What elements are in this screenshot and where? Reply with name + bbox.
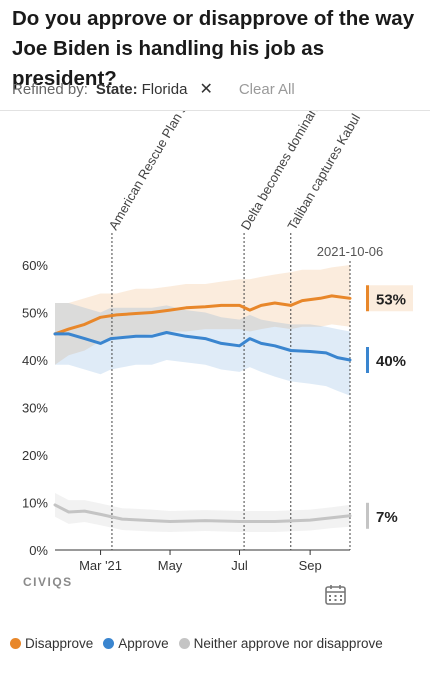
end-value-bar	[366, 502, 369, 529]
y-tick-label: 30%	[22, 401, 48, 416]
refined-by-label: Refined by:	[12, 80, 88, 98]
filter-bar: Refined by: State: Florida ✕ Clear All	[12, 78, 295, 100]
confidence-band-approve	[55, 303, 350, 396]
y-tick-label: 60%	[22, 258, 48, 273]
legend-label-neither: Neither approve nor disapprove	[193, 636, 383, 651]
x-tick-label: Sep	[299, 558, 322, 573]
calendar-day	[334, 599, 337, 601]
end-value-bar	[366, 285, 369, 312]
end-value-label: 40%	[376, 353, 406, 370]
y-tick-label: 0%	[29, 543, 48, 558]
confidence-band-disapprove	[55, 265, 350, 365]
legend-label-approve: Approve	[118, 636, 169, 651]
calendar-day	[329, 595, 331, 597]
close-icon[interactable]: ✕	[199, 81, 213, 98]
y-tick-label: 50%	[22, 306, 48, 321]
end-value-neither: 7%	[366, 502, 398, 529]
header-divider	[0, 110, 430, 111]
calendar-day	[329, 599, 331, 601]
legend-dot-approve	[103, 638, 115, 649]
y-tick-label: 20%	[22, 448, 48, 463]
legend-label-disapprove: Disapprove	[25, 636, 94, 651]
x-tick-label: Mar '21	[79, 558, 122, 573]
confidence-band-neither	[55, 493, 350, 532]
series-line-approve	[53, 331, 352, 362]
series-line-disapprove	[53, 294, 352, 336]
event-label: American Rescue Plan signed	[106, 111, 206, 233]
current-date-label: 2021-10-06	[317, 244, 384, 259]
state-filter-key: State:	[95, 80, 138, 98]
end-value-bg	[369, 285, 413, 312]
calendar-day	[340, 599, 342, 601]
legend-dot-neither	[178, 638, 190, 649]
legend-item-disapprove[interactable]: Disapprove	[10, 636, 93, 651]
approval-chart: 0% 10% 20% 30% 40% 50% 60% American Rescue Plan…	[22, 111, 413, 605]
y-tick-label: 10%	[22, 496, 48, 511]
calendar-day	[340, 595, 342, 597]
state-filter-value[interactable]: Florida	[141, 80, 188, 98]
end-value-label: 53%	[376, 291, 406, 308]
clear-all-link[interactable]: Clear All	[238, 80, 295, 98]
end-value-label: 7%	[376, 509, 398, 526]
y-tick-label: 40%	[22, 353, 48, 368]
legend-item-neither[interactable]: Neither approve nor disapprove	[178, 636, 383, 651]
legend-item-approve[interactable]: Approve	[103, 636, 169, 651]
legend-dot-disapprove	[10, 638, 21, 649]
x-tick-label: Jul	[231, 558, 248, 573]
calendar-frame	[325, 586, 346, 605]
page-title: Do you approve or disapprove of the way …	[12, 7, 415, 90]
end-value-disapprove: 53%	[366, 285, 413, 312]
end-value-bar	[366, 347, 369, 373]
calendar-day	[334, 595, 337, 597]
series-line-neither	[53, 503, 352, 523]
end-value-approve: 40%	[366, 347, 406, 373]
civiqs-logo: CIVIQS	[23, 575, 73, 589]
calendar-icon[interactable]	[325, 585, 346, 605]
x-tick-label: May	[158, 558, 183, 573]
legend: Disapprove Approve Neither approve nor d…	[10, 636, 393, 651]
